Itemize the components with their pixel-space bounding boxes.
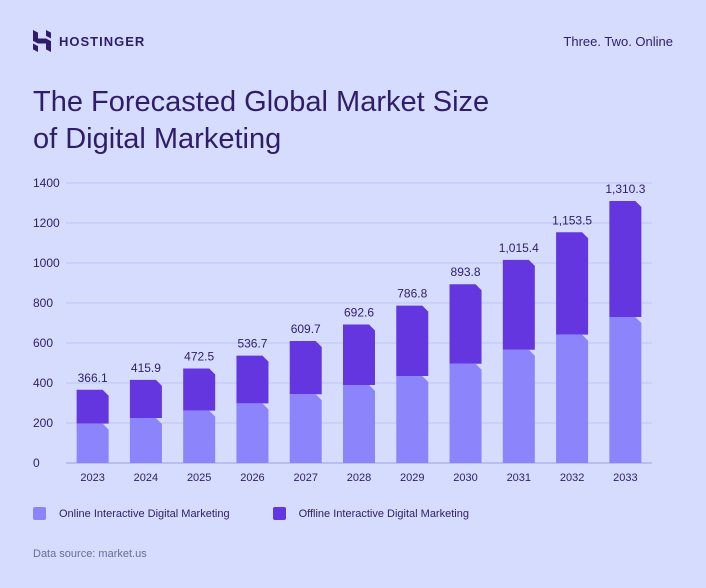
- bar-online-2024: [129, 418, 162, 463]
- y-tick-label: 200: [33, 416, 53, 430]
- bar-total-label: 472.5: [184, 350, 214, 364]
- bar-total-label: 415.9: [131, 361, 161, 375]
- x-tick-label: 2031: [507, 472, 531, 484]
- bar-online-2027: [289, 394, 322, 463]
- bar-total-label: 1,015.4: [499, 241, 539, 255]
- bar-total-label: 609.7: [291, 322, 321, 336]
- y-tick-label: 1000: [33, 256, 60, 270]
- y-tick-label: 800: [33, 296, 53, 310]
- legend-swatch-online: [33, 507, 46, 520]
- x-tick-label: 2032: [560, 472, 584, 484]
- y-tick-label: 0: [33, 456, 40, 470]
- bar-online-2029: [396, 376, 429, 463]
- x-tick-label: 2023: [80, 472, 104, 484]
- bar-offline-2028: [343, 324, 375, 385]
- brand-tagline: Three. Two. Online: [563, 34, 673, 49]
- legend-label-offline: Offline Interactive Digital Marketing: [298, 507, 469, 520]
- bar-online-2026: [236, 403, 269, 463]
- bar-online-2031: [502, 349, 535, 463]
- hostinger-logo-icon: [33, 30, 51, 52]
- data-source: Data source: market.us: [33, 548, 147, 560]
- x-tick-label: 2028: [347, 472, 371, 484]
- brand-name: HOSTINGER: [59, 33, 146, 49]
- bar-offline-2024: [129, 379, 162, 418]
- chart-legend: Online Interactive Digital Marketing Off…: [33, 507, 469, 520]
- bar-offline-2026: [236, 355, 269, 404]
- y-tick-label: 600: [33, 336, 53, 350]
- bar-total-label: 786.8: [397, 287, 427, 301]
- x-tick-label: 2025: [187, 472, 211, 484]
- bar-offline-2033: [609, 200, 642, 317]
- bar-online-2025: [183, 410, 216, 463]
- legend-label-online: Online Interactive Digital Marketing: [59, 507, 230, 520]
- legend-item-offline: Offline Interactive Digital Marketing: [272, 507, 469, 520]
- x-tick-label: 2027: [293, 472, 317, 484]
- bar-offline-2030: [449, 284, 482, 364]
- bar-online-2032: [556, 334, 589, 463]
- bar-total-label: 893.8: [451, 265, 481, 279]
- bar-total-label: 692.6: [344, 305, 374, 319]
- bar-online-2033: [609, 317, 642, 463]
- bar-total-label: 1,153.5: [552, 213, 592, 227]
- hostinger-logo: HOSTINGER: [33, 30, 145, 52]
- bar-offline-2032: [556, 232, 589, 335]
- bar-total-label: 1,310.3: [605, 182, 645, 196]
- bar-online-2028: [343, 385, 375, 463]
- bar-online-2023: [76, 423, 109, 463]
- bar-offline-2023: [76, 389, 109, 424]
- x-tick-label: 2030: [453, 472, 477, 484]
- x-tick-label: 2026: [240, 472, 264, 484]
- chart-title: The Forecasted Global Market Size of Dig…: [33, 86, 490, 155]
- y-tick-label: 1400: [33, 176, 60, 190]
- x-tick-label: 2033: [613, 472, 637, 484]
- y-tick-label: 1200: [33, 216, 60, 230]
- bar-offline-2025: [183, 368, 216, 411]
- bar-offline-2031: [502, 259, 535, 350]
- x-tick-label: 2029: [400, 472, 424, 484]
- bar-total-label: 366.1: [78, 371, 108, 385]
- legend-swatch-offline: [272, 507, 286, 520]
- bar-offline-2029: [396, 305, 429, 376]
- bar-total-label: 536.7: [237, 337, 267, 351]
- bar-online-2030: [449, 363, 482, 463]
- legend-item-online: Online Interactive Digital Marketing: [33, 507, 230, 520]
- x-tick-label: 2024: [134, 472, 158, 484]
- bar-offline-2027: [289, 341, 322, 395]
- y-tick-label: 400: [33, 376, 53, 390]
